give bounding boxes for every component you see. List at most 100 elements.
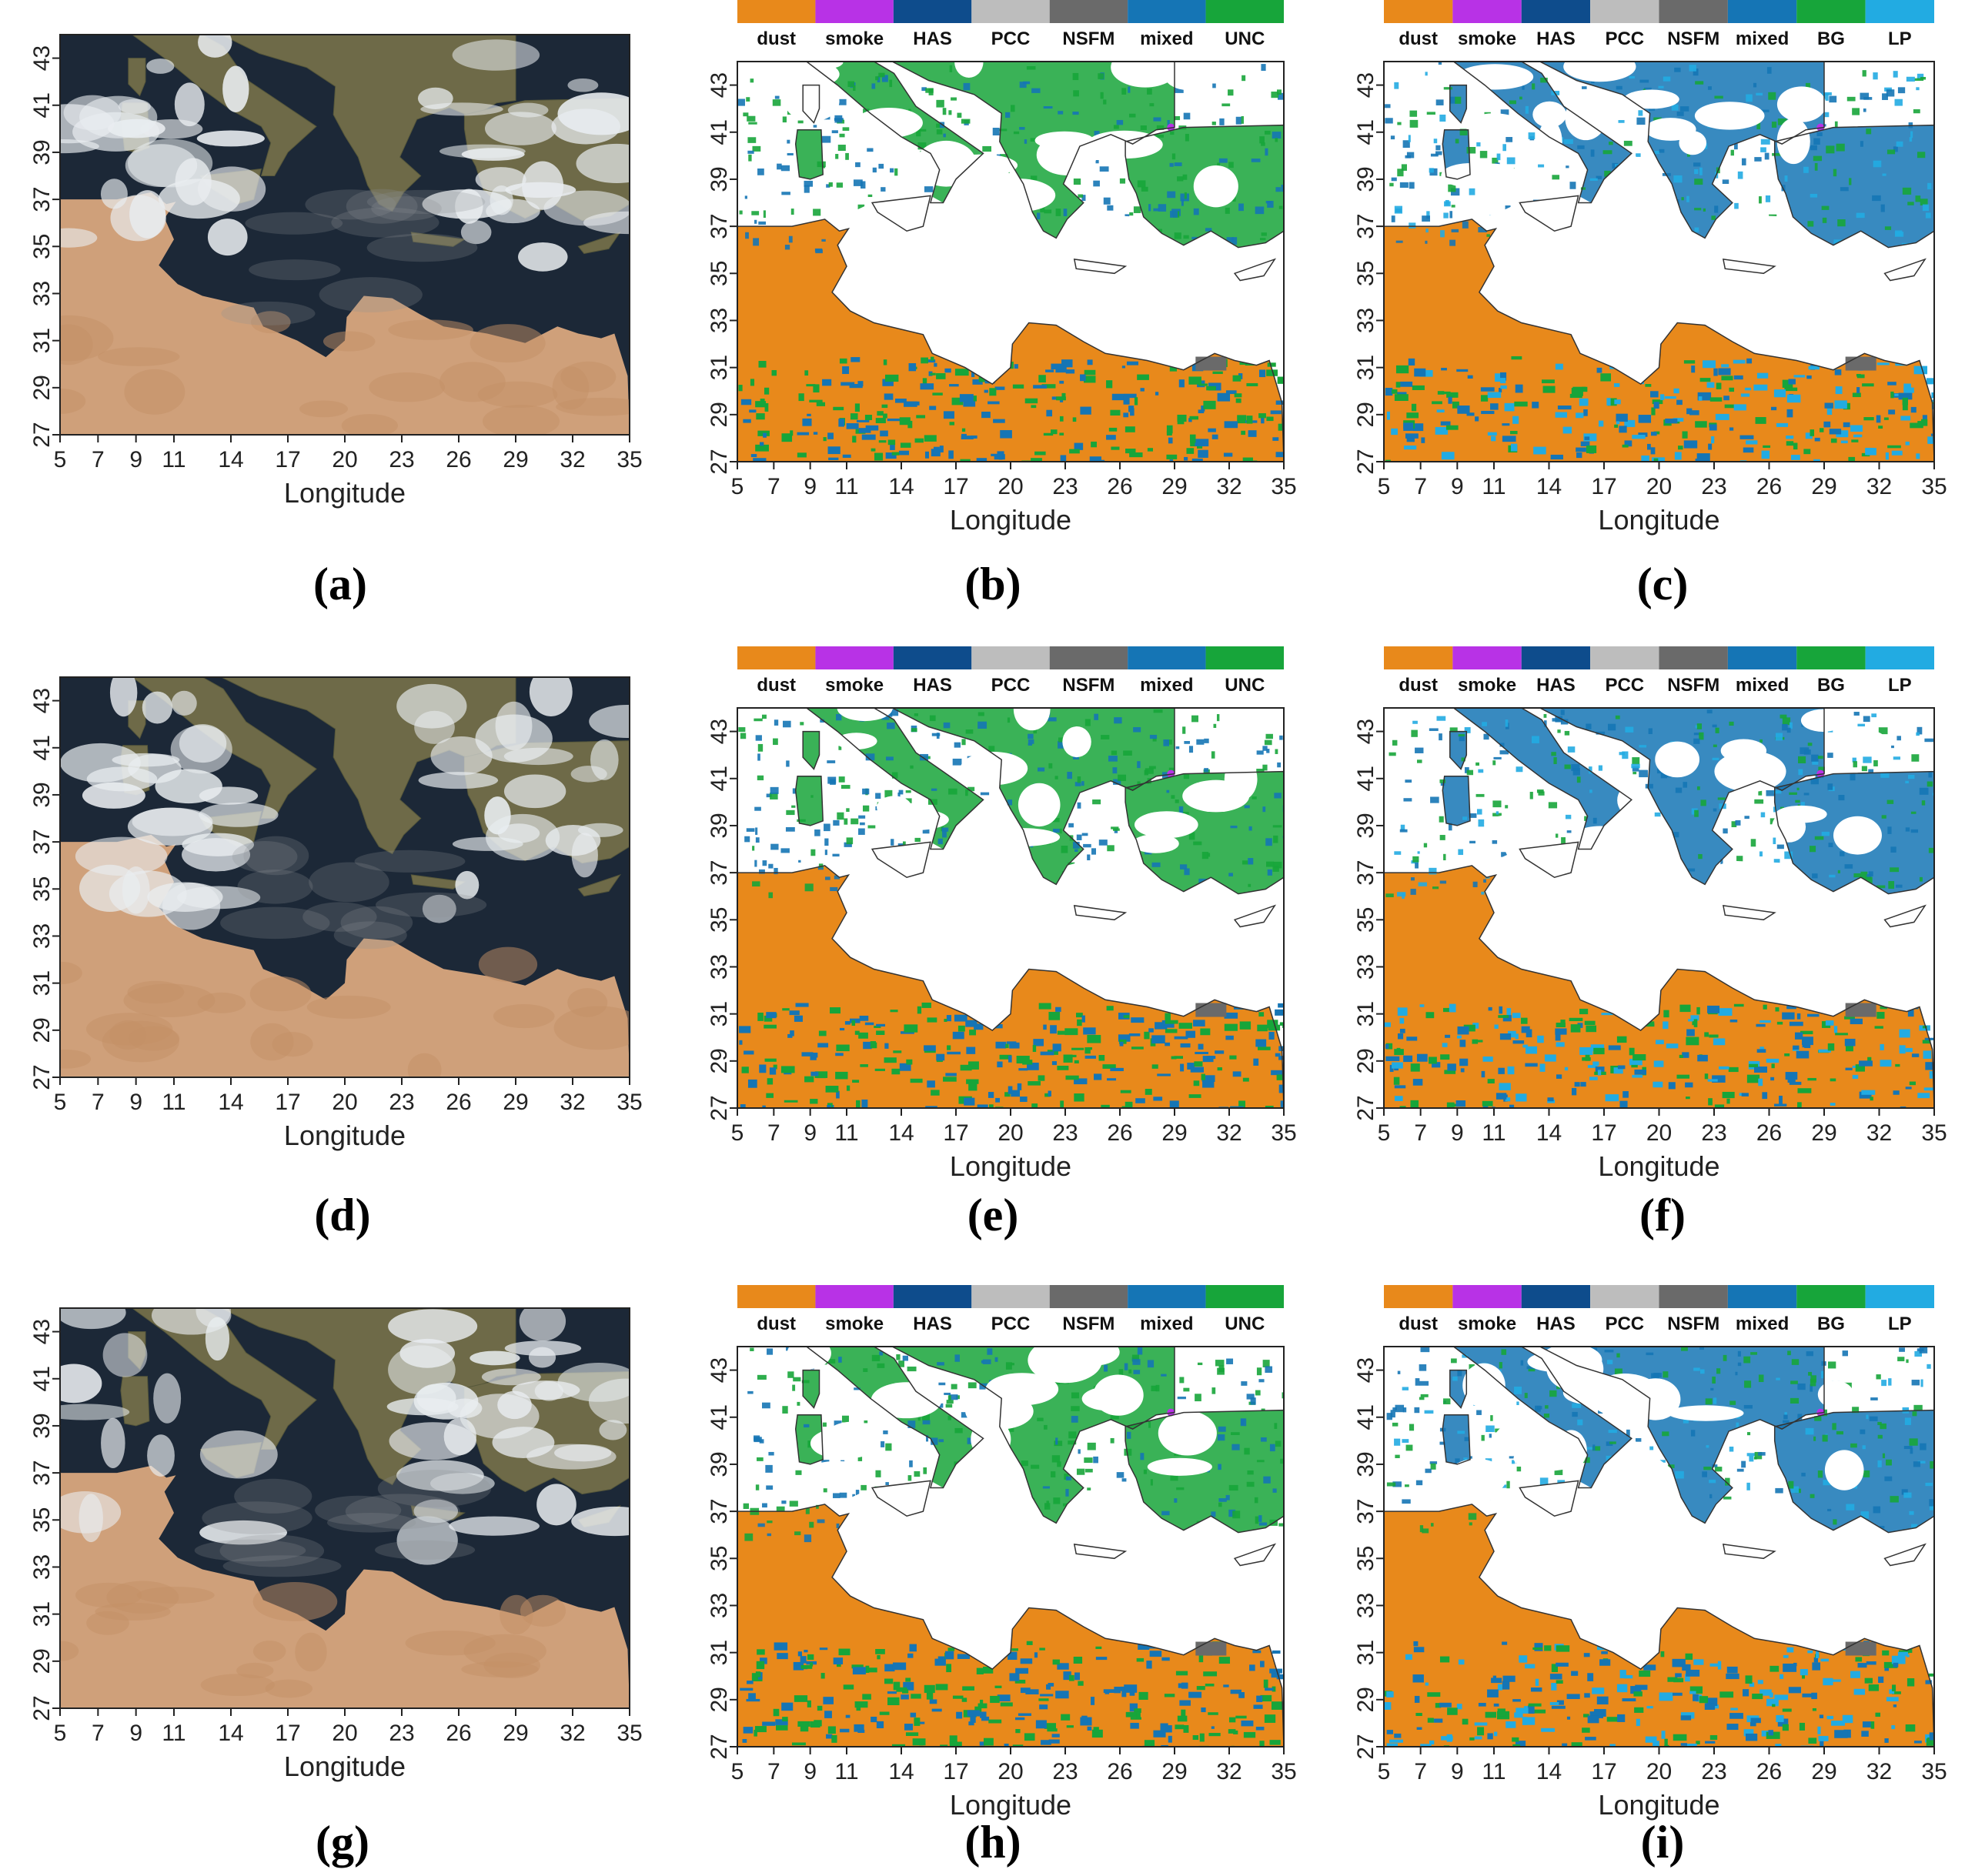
- aerosol-pixel: [1149, 734, 1158, 739]
- aerosol-pixel: [881, 714, 890, 720]
- aerosol-pixel: [1814, 437, 1820, 442]
- aerosol-pixel: [754, 1730, 757, 1737]
- aerosol-pixel: [1228, 873, 1233, 876]
- aerosol-pixel: [1909, 137, 1913, 142]
- aerosol-pixel: [1051, 1471, 1056, 1478]
- aerosol-pixel: [906, 1059, 913, 1065]
- aerosol-pixel: [1877, 1434, 1883, 1439]
- aerosol-pixel: [898, 789, 904, 795]
- aerosol-pixel: [956, 1711, 963, 1719]
- aerosol-pixel: [1077, 776, 1081, 783]
- aerosol-pixel: [1435, 99, 1444, 105]
- cloud: [199, 786, 259, 805]
- aerosol-pixel: [877, 75, 881, 83]
- aerosol-pixel: [924, 435, 937, 442]
- aerosol-pixel: [1258, 369, 1266, 378]
- aerosol-pixel: [1739, 1093, 1743, 1097]
- dust-plume: [202, 1501, 312, 1534]
- aerosol-pixel: [1636, 117, 1646, 125]
- aerosol-pixel: [1638, 432, 1648, 437]
- aerosol-pixel: [961, 1412, 967, 1418]
- desert-patch: [483, 1652, 541, 1679]
- aerosol-pixel: [1113, 125, 1119, 129]
- x-tick-label: 17: [1591, 1759, 1616, 1784]
- aerosol-pixel: [1895, 1063, 1900, 1067]
- aerosol-pixel: [1018, 1068, 1028, 1071]
- aerosol-pixel: [754, 860, 757, 867]
- x-tick-label: 9: [1451, 474, 1464, 499]
- aerosol-pixel: [744, 836, 750, 843]
- aerosol-pixel: [1777, 119, 1787, 125]
- aerosol-pixel: [1676, 1074, 1690, 1079]
- aerosol-pixel: [1746, 1074, 1760, 1083]
- y-tick-label: 33: [1353, 308, 1379, 333]
- aerosol-pixel: [1706, 1697, 1718, 1706]
- aerosol-pixel: [1714, 1467, 1723, 1472]
- aerosol-pixel: [1910, 422, 1923, 429]
- legend-swatch-pcc: [1590, 1285, 1659, 1308]
- aerosol-pixel: [1251, 159, 1261, 162]
- aerosol-pixel: [1275, 749, 1278, 754]
- aerosol-pixel: [1584, 816, 1587, 821]
- aerosol-pixel: [1922, 1026, 1927, 1029]
- aerosol-pixel: [1046, 1684, 1051, 1690]
- cloud: [534, 1380, 563, 1401]
- cloud-mask: [787, 1347, 831, 1370]
- y-tick-label: 27: [29, 422, 55, 447]
- cloud: [60, 1491, 122, 1534]
- aerosol-pixel: [1752, 1693, 1763, 1700]
- aerosol-pixel: [1811, 1692, 1817, 1700]
- aerosol-pixel: [1829, 429, 1842, 435]
- y-tick-label: 31: [707, 1640, 732, 1665]
- aerosol-pixel: [1786, 727, 1791, 733]
- aerosol-pixel: [954, 369, 969, 376]
- aerosol-pixel: [1789, 792, 1797, 795]
- aerosol-pixel: [867, 825, 876, 829]
- aerosol-pixel: [1224, 421, 1238, 429]
- aerosol-pixel: [1689, 1686, 1703, 1694]
- y-tick-label: 35: [1353, 907, 1379, 933]
- aerosol-pixel: [1786, 436, 1794, 439]
- aerosol-pixel: [1806, 375, 1812, 379]
- x-tick-label: 20: [1646, 1120, 1672, 1146]
- aerosol-pixel: [762, 1503, 767, 1508]
- aerosol-pixel: [1686, 1669, 1700, 1677]
- x-tick-label: 20: [998, 1759, 1023, 1784]
- aerosol-pixel: [1862, 1721, 1872, 1727]
- x-tick-label: 7: [767, 1120, 780, 1146]
- aerosol-pixel: [1386, 1482, 1396, 1487]
- aerosol-pixel: [757, 168, 764, 175]
- aerosol-pixel: [813, 125, 817, 128]
- aerosol-pixel: [1416, 1727, 1422, 1730]
- aerosol-pixel: [1796, 1050, 1810, 1059]
- aerosol-pixel: [1462, 221, 1469, 229]
- aerosol-pixel: [1715, 413, 1729, 420]
- aerosol-pixel: [1264, 130, 1271, 135]
- aerosol-pixel: [1624, 419, 1636, 427]
- aerosol-pixel: [862, 805, 870, 812]
- aerosol-pixel: [1798, 769, 1803, 776]
- aerosol-pixel: [1059, 828, 1062, 834]
- cloud: [146, 58, 175, 74]
- aerosol-pixel: [1606, 1360, 1613, 1364]
- aerosol-pixel: [1694, 169, 1699, 175]
- aerosol-pixel: [1890, 867, 1900, 873]
- aerosol-pixel: [1386, 1730, 1393, 1734]
- aerosol-pixel: [1392, 1481, 1402, 1487]
- aerosol-pixel: [1896, 141, 1903, 147]
- aerosol-pixel: [1059, 432, 1064, 436]
- cloud: [198, 166, 266, 212]
- aerosol-pixel: [1482, 722, 1487, 726]
- aerosol-pixel: [1860, 1429, 1866, 1434]
- aerosol-pixel: [740, 399, 752, 406]
- aerosol-pixel: [780, 165, 790, 172]
- x-tick-label: 5: [731, 474, 744, 499]
- aerosol-pixel: [1616, 1684, 1628, 1693]
- aerosol-pixel: [1920, 199, 1928, 205]
- y-tick-label: 27: [707, 1095, 732, 1120]
- aerosol-pixel: [1414, 1407, 1420, 1414]
- aerosol-pixel: [1405, 1654, 1412, 1661]
- y-tick-label: 39: [29, 782, 55, 807]
- aerosol-pixel: [1000, 1702, 1013, 1707]
- aerosol-pixel: [925, 1106, 937, 1108]
